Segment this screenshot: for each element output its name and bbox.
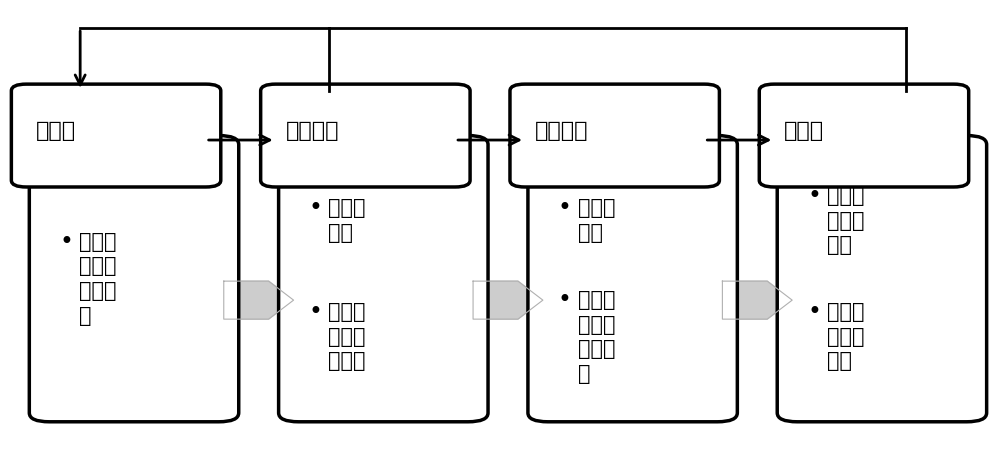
Text: 维持装: 维持装 xyxy=(328,302,366,322)
FancyBboxPatch shape xyxy=(29,135,239,422)
Text: 加热装置: 加热装置 xyxy=(286,121,339,141)
Text: 维持实: 维持实 xyxy=(827,186,865,206)
Text: 生成水: 生成水 xyxy=(328,198,366,218)
Text: 验温度: 验温度 xyxy=(328,351,366,371)
Text: 验环境: 验环境 xyxy=(827,211,865,230)
Text: 孔隙抽: 孔隙抽 xyxy=(79,256,117,276)
Text: 馏水: 馏水 xyxy=(578,223,603,243)
FancyBboxPatch shape xyxy=(510,84,719,187)
FancyBboxPatch shape xyxy=(279,135,488,422)
Polygon shape xyxy=(722,281,792,319)
Text: •: • xyxy=(309,196,322,220)
Text: •: • xyxy=(807,184,821,208)
Text: 真空泵: 真空泵 xyxy=(36,121,76,141)
FancyBboxPatch shape xyxy=(528,135,737,422)
FancyBboxPatch shape xyxy=(11,84,221,187)
Text: •: • xyxy=(558,288,572,312)
Text: 对样品: 对样品 xyxy=(578,290,615,310)
Text: 置的实: 置的实 xyxy=(328,327,366,347)
Text: •: • xyxy=(807,300,821,324)
Text: 理: 理 xyxy=(79,306,92,325)
Text: 密闭: 密闭 xyxy=(827,235,852,255)
Text: 磁实验: 磁实验 xyxy=(827,327,865,347)
FancyBboxPatch shape xyxy=(759,84,969,187)
Text: •: • xyxy=(309,300,322,324)
Text: 样品管: 样品管 xyxy=(784,121,824,141)
Text: 蒸汽: 蒸汽 xyxy=(328,223,353,243)
Text: •: • xyxy=(558,196,572,220)
Text: •: • xyxy=(59,230,73,254)
Text: 饱和装置: 饱和装置 xyxy=(535,121,588,141)
Text: 信号: 信号 xyxy=(827,351,852,371)
FancyBboxPatch shape xyxy=(777,135,987,422)
FancyBboxPatch shape xyxy=(261,84,470,187)
Polygon shape xyxy=(224,281,294,319)
Text: 真空处: 真空处 xyxy=(79,281,117,301)
Text: 储存蒸: 储存蒸 xyxy=(578,198,615,218)
Polygon shape xyxy=(473,281,543,319)
Text: 采集核: 采集核 xyxy=(827,302,865,322)
Text: 孔隙饱: 孔隙饱 xyxy=(578,315,615,334)
Text: 对样品: 对样品 xyxy=(79,232,117,252)
Text: 和水蒸: 和水蒸 xyxy=(578,339,615,359)
Text: 汽: 汽 xyxy=(578,364,590,384)
